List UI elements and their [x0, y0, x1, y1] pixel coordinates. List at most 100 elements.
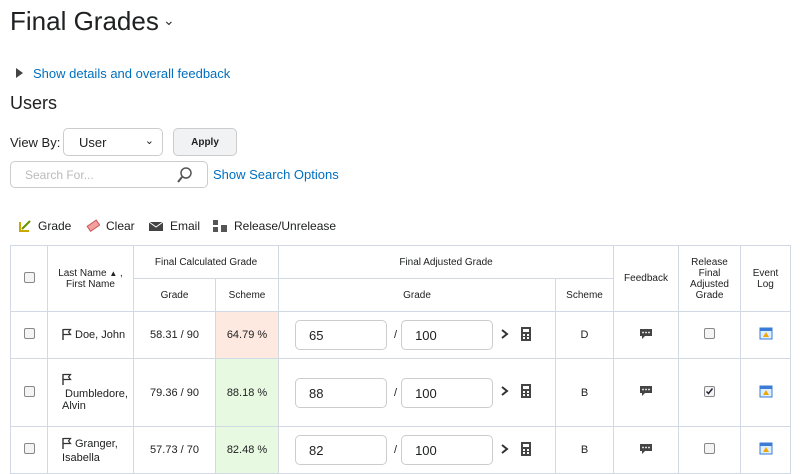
feedback-icon[interactable] [639, 443, 653, 458]
event-log-icon-graphic [759, 327, 773, 340]
flag-icon[interactable] [62, 437, 72, 452]
release-checkbox[interactable] [704, 328, 716, 339]
grade-separator: / [394, 444, 398, 456]
calculator-icon-graphic [521, 326, 532, 341]
release-checkbox[interactable] [704, 443, 716, 454]
clear-icon [86, 219, 100, 233]
toolbar-label: Release/Unrelease [234, 219, 337, 233]
student-name[interactable]: Dumbledore, Alvin [62, 388, 128, 412]
title-menu[interactable]: ⌄ [163, 12, 175, 28]
max-input[interactable]: 100 [401, 320, 494, 350]
header-text: Final Adjusted Grade [277, 245, 615, 279]
table-row: Granger, Isabella 57.73 / 70 82.48 % 82 /100… [10, 426, 792, 474]
adjusted-grade-cell: 88 /100 [278, 358, 556, 427]
calculated-grade: 58.31 / 90 [133, 311, 216, 359]
expand-arrow[interactable] [493, 384, 515, 401]
event-log-icon[interactable] [759, 385, 773, 401]
header-text: Grade [278, 278, 556, 312]
grade-input[interactable]: 82 [295, 435, 387, 465]
adjusted-grade-cell: 82 /100 [278, 426, 556, 474]
calculated-scheme: 88.18 % [215, 358, 279, 427]
select-all-checkbox[interactable] [23, 271, 35, 283]
header-text: Grade [133, 278, 216, 312]
expand-arrow-graphic [501, 443, 509, 454]
adjusted-grade-cell: 65 /100 [278, 311, 556, 359]
name-cell: Dumbledore, Alvin [47, 358, 134, 427]
calculator-icon[interactable] [515, 326, 537, 344]
grade-input[interactable]: 88 [295, 377, 387, 408]
toolbar-label: Clear [106, 219, 135, 233]
feedback-cell [613, 311, 680, 359]
toolbar-grade[interactable]: Grade [18, 219, 71, 233]
event-log-icon-graphic [759, 442, 773, 455]
event-log-icon-graphic [759, 385, 773, 397]
header-text: Final Calculated Grade [133, 245, 279, 279]
toolbar-release[interactable]: Release/Unrelease [212, 219, 336, 233]
row-checkbox[interactable] [23, 443, 35, 454]
calculated-grade: 57.73 / 70 [133, 426, 216, 474]
details-link[interactable]: Show details and overall feedback [33, 66, 231, 81]
calculated-grade: 79.36 / 90 [133, 358, 216, 427]
toolbar-email[interactable]: Email [148, 219, 200, 233]
row-checkbox[interactable] [23, 385, 35, 397]
header-text: Release Final Adjusted Grade [678, 245, 742, 312]
page-title: Final Grades [10, 6, 159, 36]
header-text: Event Log [740, 245, 792, 312]
adjusted-scheme: B [554, 358, 615, 427]
header-text: , [120, 267, 123, 279]
view-by-select[interactable]: User ⌄ [63, 128, 163, 156]
event-log-cell [740, 311, 792, 359]
flag-icon[interactable] [62, 328, 72, 343]
name-header[interactable]: Last Name ▲ , First Name [47, 245, 134, 312]
toolbar-clear[interactable]: Clear [86, 219, 135, 233]
header-text: Scheme [215, 278, 279, 312]
feedback-icon-graphic [640, 328, 653, 339]
select-arrow: ⌄ [144, 135, 154, 147]
adjusted-scheme: D [554, 311, 615, 359]
name-cell: Granger, Isabella [47, 426, 134, 474]
search-placeholder: Search For... [25, 168, 94, 182]
adjusted-scheme: B [554, 426, 615, 474]
select-cell [10, 358, 48, 427]
max-input[interactable]: 100 [401, 435, 494, 465]
flag-icon-graphic [62, 328, 72, 340]
feedback-icon[interactable] [639, 385, 653, 400]
calculator-icon[interactable] [515, 441, 537, 459]
expand-arrow[interactable] [493, 442, 515, 459]
student-name[interactable]: Doe, John [75, 328, 126, 341]
student-name[interactable]: Granger, Isabella [62, 437, 118, 464]
search-icon[interactable] [177, 167, 193, 183]
event-log-cell [740, 426, 792, 474]
event-log-cell [740, 358, 792, 427]
calculated-scheme: 82.48 % [215, 426, 279, 474]
grade-separator: / [394, 386, 398, 399]
calculated-scheme: 64.79 % [215, 311, 279, 359]
feedback-icon-graphic [640, 386, 653, 396]
apply-button[interactable]: Apply [173, 128, 237, 156]
expand-arrow-graphic [501, 328, 509, 339]
event-log-icon[interactable] [759, 327, 773, 343]
table-body: Doe, John 58.31 / 90 64.79 % 65/100 D Dumbled… [10, 311, 792, 474]
name-cell: Doe, John [47, 311, 134, 359]
flag-icon[interactable] [62, 373, 72, 388]
search-options-link[interactable]: Show Search Options [213, 167, 339, 182]
select-cell [10, 426, 48, 474]
row-checkbox[interactable] [23, 328, 35, 339]
release-cell [678, 311, 742, 359]
expand-arrow[interactable] [493, 327, 515, 344]
email-icon [148, 221, 164, 231]
toolbar-label: Grade [38, 219, 72, 233]
grade-input[interactable]: 65 [295, 320, 387, 350]
calculator-icon-graphic [521, 384, 532, 398]
max-input[interactable]: 100 [401, 377, 494, 408]
feedback-cell [613, 358, 680, 427]
grades-table: Last Name ▲ , First Name Final Calculated… [10, 245, 792, 474]
feedback-icon[interactable] [639, 328, 653, 343]
section-title: Users [10, 93, 58, 113]
expand-icon[interactable] [16, 68, 23, 78]
table-row: Dumbledore, Alvin 79.36 / 90 88.18 % 88 /100… [10, 358, 792, 427]
release-checkbox[interactable] [704, 385, 716, 397]
event-log-icon[interactable] [759, 442, 773, 458]
search-input[interactable]: Search For... [10, 161, 208, 188]
calculator-icon[interactable] [515, 384, 537, 401]
